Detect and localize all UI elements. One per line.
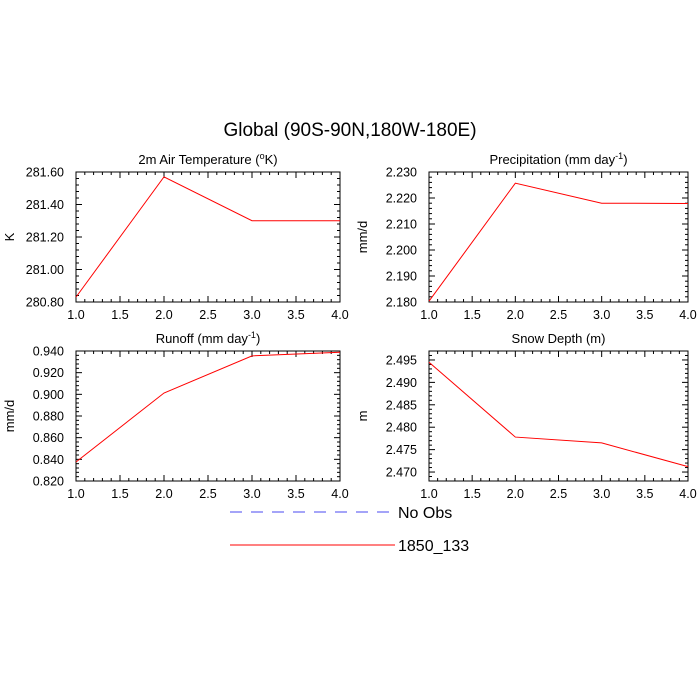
- y-tick-label: 281.60: [26, 166, 64, 180]
- x-tick-label: 1.5: [463, 308, 480, 322]
- x-tick-label: 1.0: [420, 487, 437, 501]
- plot-frame: [428, 350, 689, 482]
- y-tick-label: 0.920: [33, 366, 64, 380]
- series-line-1850_133: [428, 182, 689, 302]
- y-tick-label: 0.900: [33, 388, 64, 402]
- x-tick-label: 1.5: [111, 487, 128, 501]
- y-tick-label: 0.860: [33, 431, 64, 445]
- chart-panel-3: 1.0 1.5 2.0 2.5 3.0 3.5 4.0 0.820 0.840 0.860 0.88…: [2, 330, 349, 501]
- x-tick-label: 3.0: [593, 487, 610, 501]
- x-tick-label: 1.0: [67, 487, 84, 501]
- y-tick-label: 2.220: [386, 192, 417, 206]
- y-axis-label: mm/d: [2, 400, 17, 433]
- y-tick-label: 2.490: [386, 376, 417, 390]
- panel-title: Snow Depth (m): [512, 331, 606, 346]
- x-tick-label: 1.0: [67, 308, 84, 322]
- x-tick-label: 3.5: [287, 308, 304, 322]
- y-tick-label: 280.80: [26, 296, 64, 310]
- x-tick-label: 1.0: [420, 308, 437, 322]
- legend: No Obs 1850_133: [230, 505, 469, 555]
- x-tick-label: 3.5: [287, 487, 304, 501]
- y-tick-label: 2.475: [386, 443, 417, 457]
- y-tick-label: 281.00: [26, 263, 64, 277]
- y-tick-label: 2.190: [386, 270, 417, 284]
- y-tick-label: 2.200: [386, 244, 417, 258]
- plot-frame: [75, 171, 341, 303]
- series-line-1850_133: [75, 176, 340, 298]
- series-line-1850_133: [428, 361, 689, 468]
- x-tick-label: 2.5: [199, 487, 216, 501]
- y-tick-label: 2.485: [386, 398, 417, 412]
- y-tick-label: 2.180: [386, 296, 417, 310]
- x-tick-label: 2.0: [155, 487, 172, 501]
- x-tick-label: 4.0: [331, 487, 348, 501]
- y-tick-label: 0.840: [33, 453, 64, 467]
- y-tick-label: 281.20: [26, 231, 64, 245]
- y-tick-label: 2.230: [386, 166, 417, 180]
- x-tick-label: 2.5: [199, 308, 216, 322]
- panel-title: 2m Air Temperature (oK): [138, 151, 277, 167]
- chart-panel-1: 1.0 1.5 2.0 2.5 3.0 3.5 4.0 280.80 281.00 281.20 2…: [2, 151, 349, 322]
- x-tick-label: 4.0: [679, 487, 696, 501]
- y-axis-label: m: [355, 411, 370, 422]
- panel-title: Precipitation (mm day-1): [489, 151, 627, 167]
- x-tick-label: 3.5: [636, 487, 653, 501]
- x-tick-label: 3.0: [243, 487, 260, 501]
- plot-frame: [428, 171, 689, 303]
- x-tick-label: 3.0: [243, 308, 260, 322]
- x-tick-label: 2.0: [507, 308, 524, 322]
- y-axis-label: mm/d: [355, 221, 370, 254]
- figure-title: Global (90S-90N,180W-180E): [223, 120, 476, 141]
- legend-label-1850-133: 1850_133: [398, 538, 469, 555]
- plot-frame: [75, 350, 341, 482]
- panel-title: Runoff (mm day-1): [156, 330, 261, 346]
- legend-label-no-obs: No Obs: [398, 505, 452, 522]
- x-tick-label: 3.5: [636, 308, 653, 322]
- x-tick-label: 4.0: [331, 308, 348, 322]
- y-tick-label: 2.470: [386, 466, 417, 480]
- x-tick-label: 2.5: [550, 487, 567, 501]
- x-tick-label: 4.0: [679, 308, 696, 322]
- panels-group: 1.0 1.5 2.0 2.5 3.0 3.5 4.0 280.80 281.00 281.20 2…: [2, 151, 697, 501]
- x-tick-label: 2.0: [507, 487, 524, 501]
- x-tick-label: 3.0: [593, 308, 610, 322]
- y-tick-label: 281.40: [26, 198, 64, 212]
- y-tick-label: 2.480: [386, 421, 417, 435]
- x-tick-label: 2.0: [155, 308, 172, 322]
- series-line-1850_133: [75, 351, 341, 463]
- y-tick-label: 2.210: [386, 218, 417, 232]
- x-tick-label: 2.5: [550, 308, 567, 322]
- y-axis-label: K: [2, 232, 17, 241]
- chart-panel-2: 1.0 1.5 2.0 2.5 3.0 3.5 4.0 2.180 2.190 2.200 2.21…: [355, 151, 697, 322]
- x-tick-label: 1.5: [463, 487, 480, 501]
- chart-panel-4: 1.0 1.5 2.0 2.5 3.0 3.5 4.0 2.470 2.475 2.480 2.48…: [355, 331, 697, 501]
- y-tick-label: 0.820: [33, 475, 64, 489]
- y-tick-label: 0.880: [33, 410, 64, 424]
- x-tick-label: 1.5: [111, 308, 128, 322]
- y-tick-label: 0.940: [33, 345, 64, 359]
- y-tick-label: 2.495: [386, 353, 417, 367]
